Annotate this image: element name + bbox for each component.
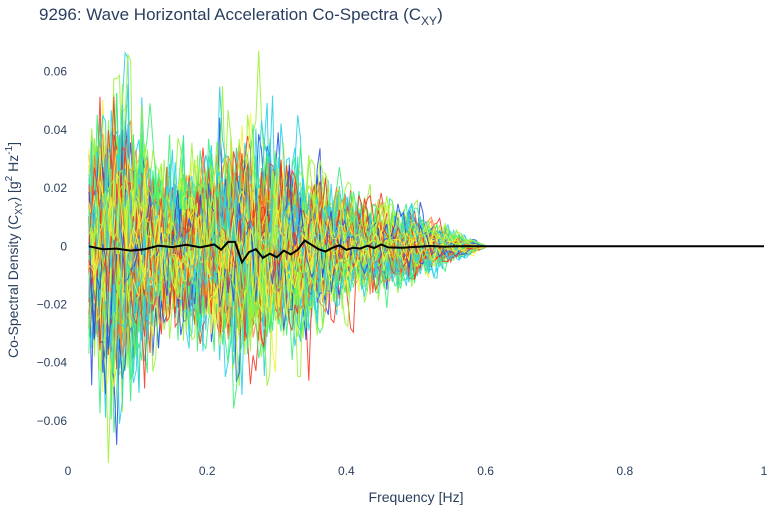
- x-axis-ticks: 0 0.2 0.4 0.6 0.8 1: [65, 464, 768, 478]
- x-tick-label: 0.2: [199, 464, 216, 478]
- y-tick-label: 0.04: [44, 123, 68, 137]
- mean-series: [88, 239, 764, 265]
- y-tick-label: 0: [60, 239, 67, 253]
- x-tick-label: 0.6: [477, 464, 494, 478]
- mean-line: [88, 239, 764, 265]
- y-axis-title: Co-Spectral Density (CXY) [g2 Hz-1]: [4, 142, 25, 358]
- y-tick-label: −0.04: [37, 356, 68, 370]
- x-tick-label: 0.8: [616, 464, 633, 478]
- x-tick-label: 0: [65, 464, 72, 478]
- y-tick-label: −0.02: [37, 297, 68, 311]
- chart-title: 9296: Wave Horizontal Acceleration Co-Sp…: [39, 5, 443, 28]
- y-tick-label: 0.02: [44, 181, 68, 195]
- y-tick-label: −0.06: [37, 414, 68, 428]
- x-axis-title: Frequency [Hz]: [369, 489, 464, 505]
- y-tick-label: 0.06: [44, 65, 68, 79]
- x-tick-label: 0.4: [338, 464, 355, 478]
- x-tick-label: 1: [761, 464, 768, 478]
- y-axis-ticks: −0.06 −0.04 −0.02 0 0.02 0.04 0.06: [37, 65, 68, 428]
